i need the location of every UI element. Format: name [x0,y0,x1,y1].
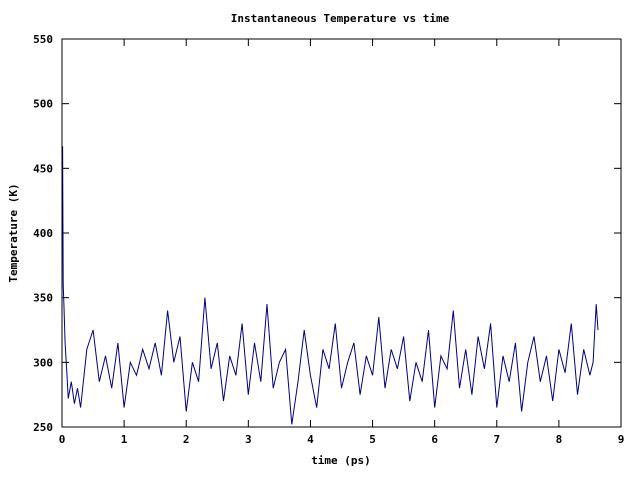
x-tick-label: 4 [307,433,314,446]
y-axis-title: Temperature (K) [7,183,20,282]
temperature-series-line [61,146,599,425]
x-tick-label: 7 [493,433,500,446]
x-tick-label: 1 [121,433,128,446]
series-group [61,146,599,425]
x-tick-label: 0 [59,433,66,446]
x-tick-label: 9 [618,433,625,446]
x-tick-label: 6 [431,433,438,446]
x-tick-label: 2 [183,433,190,446]
y-tick-label: 350 [33,292,53,305]
y-tick-label: 400 [33,227,53,240]
plot-frame [61,38,622,428]
x-axis-title: time (ps) [311,454,371,467]
y-tick-label: 300 [33,356,53,369]
x-tick-label: 8 [556,433,563,446]
y-tick-label: 250 [33,421,53,434]
x-tick-label: 5 [369,433,376,446]
chart-title: Instantaneous Temperature vs time [231,12,450,25]
x-tick-label: 3 [245,433,252,446]
y-tick-label: 550 [33,33,53,46]
y-tick-label: 500 [33,98,53,111]
y-tick-label: 450 [33,162,53,175]
